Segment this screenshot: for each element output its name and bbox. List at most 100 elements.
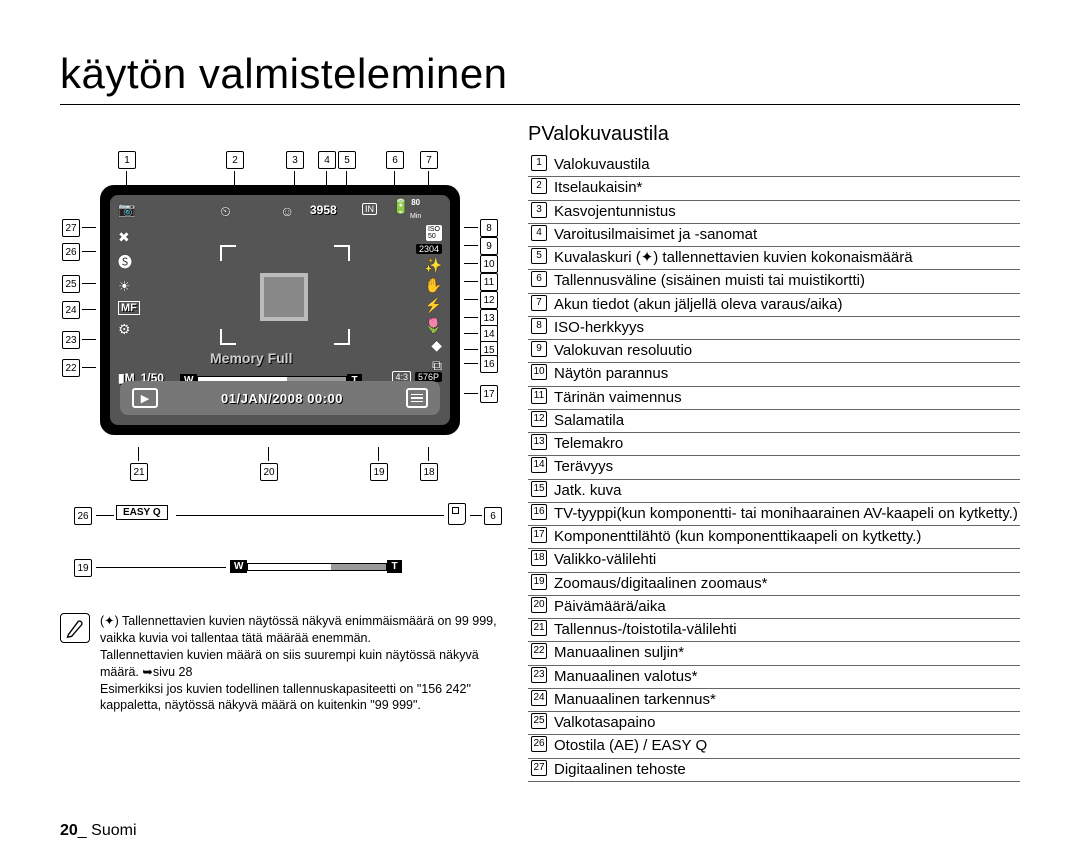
legend-number: 6 (531, 271, 547, 287)
callout-24: 24 (62, 301, 80, 319)
legend-item: 20Päivämäärä/aika (528, 596, 1020, 619)
legend-text: Päivämäärä/aika (550, 597, 1020, 617)
page-number: 20 (60, 822, 78, 839)
callout-22: 22 (62, 359, 80, 377)
callout-6: 6 (386, 151, 404, 169)
callout-tick (464, 227, 478, 228)
enhance-icon: ✨ (425, 257, 442, 274)
legend-list: 1Valokuvaustila2Itselaukaisin*3Kasvojent… (528, 154, 1020, 782)
callout-tick (294, 171, 295, 185)
legend-text: ISO-herkkyys (550, 318, 1020, 338)
callout-26b: 26 (74, 507, 92, 525)
callout-tick (428, 447, 429, 461)
aux-easyq-row: 26 EASY Q 6 (60, 503, 500, 533)
legend-text: Valkotasapaino (550, 713, 1020, 733)
legend-text: Akun tiedot (akun jäljellä oleva varaus/… (550, 295, 1020, 315)
legend-item: 14Terävyys (528, 456, 1020, 479)
legend-number: 2 (531, 178, 547, 194)
page-title: käytön valmisteleminen (60, 50, 1020, 98)
legend-item: 2Itselaukaisin* (528, 177, 1020, 200)
legend-item: 12Salamatila (528, 410, 1020, 433)
bottom-bar: ▶ 01/JAN/2008 00:00 (120, 381, 440, 415)
legend-number: 4 (531, 225, 547, 241)
callout-tick (82, 367, 96, 368)
aux-zoom-t: T (387, 560, 401, 573)
legend-item: 6Tallennusväline (sisäinen muisti tai mu… (528, 270, 1020, 293)
callout-tick (126, 171, 127, 185)
legend-text: TV-tyyppi(kun komponentti- tai monihaara… (550, 504, 1020, 524)
easyq-badge: EASY Q (116, 505, 168, 520)
callout-tick (82, 283, 96, 284)
legend-text: Varoitusilmaisimet ja -sanomat (550, 225, 1020, 245)
battery-min-num: 80 (411, 199, 420, 207)
note-text: (✦) Tallennettavien kuvien näytössä näky… (100, 613, 500, 714)
selftimer-icon: ⏲ (220, 203, 231, 220)
legend-item: 8ISO-herkkyys (528, 317, 1020, 340)
callout-tick (464, 393, 478, 394)
aux-zoom-track (247, 563, 387, 571)
legend-item: 26Otostila (AE) / EASY Q (528, 735, 1020, 758)
legend-number: 14 (531, 457, 547, 473)
legend-text: Valokuvaustila (550, 155, 1020, 175)
telemacro-icon: 🌷 (425, 317, 442, 334)
aux-zoom-w: W (230, 560, 247, 573)
callout-tick (138, 447, 139, 461)
legend-number: 10 (531, 364, 547, 380)
legend-item: 24Manuaalinen tarkennus* (528, 689, 1020, 712)
battery-icon: 🔋 (392, 199, 409, 213)
callout-19b: 19 (74, 559, 92, 577)
callout-2: 2 (226, 151, 244, 169)
callout-4: 4 (318, 151, 336, 169)
callout-10: 10 (480, 255, 498, 273)
callout-7: 7 (420, 151, 438, 169)
callout-tick (464, 363, 478, 364)
legend-number: 8 (531, 318, 547, 334)
legend-item: 4Varoitusilmaisimet ja -sanomat (528, 224, 1020, 247)
callout-27: 27 (62, 219, 80, 237)
legend-number: 12 (531, 411, 547, 427)
iso-badge: ISO50 (426, 225, 442, 241)
legend-text: Tallennus-/toistotila-välilehti (550, 620, 1020, 640)
legend-text: Tallennusväline (sisäinen muisti tai mui… (550, 271, 1020, 291)
callout-8: 8 (480, 219, 498, 237)
playback-tab-icon: ▶ (132, 388, 158, 408)
storage-in-badge: IN (362, 203, 377, 215)
legend-number: 26 (531, 736, 547, 752)
legend-number: 15 (531, 481, 547, 497)
legend-number: 23 (531, 667, 547, 683)
face-detect-icon: ☺ (280, 203, 294, 219)
lcd-frame: 📷 ⏲ ☺ 3958 IN (100, 185, 460, 435)
resolution-badge: 2304 (416, 244, 442, 254)
callout-6b: 6 (484, 507, 502, 525)
subtitle: PValokuvaustila (528, 123, 1020, 146)
sharpness-icon: ◆ (431, 337, 442, 354)
center-square-icon (260, 273, 308, 321)
legend-number: 16 (531, 504, 547, 520)
legend-number: 20 (531, 597, 547, 613)
callout-26: 26 (62, 243, 80, 261)
legend-number: 24 (531, 690, 547, 706)
legend-number: 7 (531, 295, 547, 311)
title-rule (60, 104, 1020, 105)
legend-number: 27 (531, 760, 547, 776)
callout-5: 5 (338, 151, 356, 169)
legend-number: 25 (531, 713, 547, 729)
callout-tick (268, 447, 269, 461)
legend-number: 1 (531, 155, 547, 171)
ae-mode-icon: 🅢 (118, 252, 132, 272)
legend-number: 9 (531, 341, 547, 357)
legend-number: 11 (531, 388, 547, 404)
legend-item: 23Manuaalinen valotus* (528, 666, 1020, 689)
legend-item: 22Manuaalinen suljin* (528, 642, 1020, 665)
callout-tick (464, 245, 478, 246)
legend-item: 10Näytön parannus (528, 363, 1020, 386)
legend-text: Valikko-välilehti (550, 550, 1020, 570)
memory-full-label: Memory Full (210, 350, 292, 366)
callout-tick (394, 171, 395, 185)
callout-11: 11 (480, 273, 498, 291)
callout-tick (464, 349, 478, 350)
callout-tick (428, 171, 429, 185)
counter-value: 3958 (310, 203, 337, 217)
legend-number: 18 (531, 550, 547, 566)
callout-1: 1 (118, 151, 136, 169)
